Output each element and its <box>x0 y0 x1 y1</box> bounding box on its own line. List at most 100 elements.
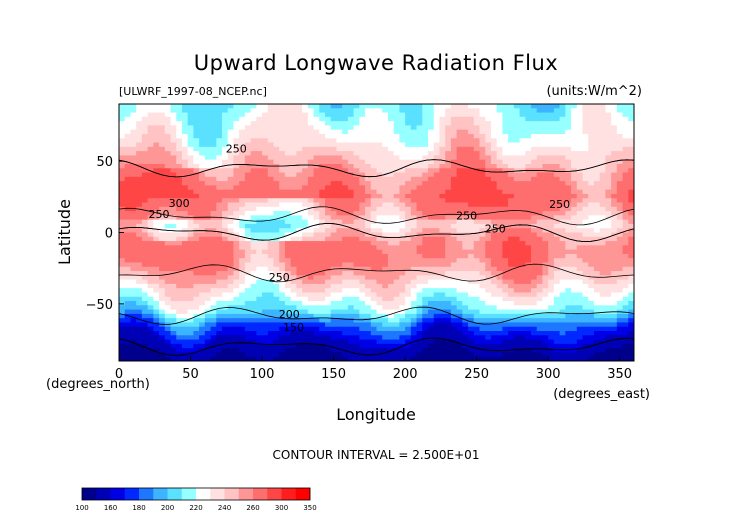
heatmap-cell <box>456 125 463 131</box>
heatmap-cell <box>405 181 412 186</box>
heatmap-cell <box>462 193 469 199</box>
heatmap-cell <box>439 104 446 109</box>
heatmap-cell <box>124 283 132 289</box>
heatmap-cell <box>479 151 486 156</box>
heatmap-cell <box>284 104 292 109</box>
heatmap-cell <box>548 155 555 161</box>
heatmap-cell <box>450 206 458 212</box>
heatmap-cell <box>422 305 429 311</box>
heatmap-cell <box>571 176 578 182</box>
heatmap-cell <box>359 108 366 114</box>
heatmap-cell <box>525 125 532 131</box>
heatmap-cell <box>119 198 126 204</box>
heatmap-cell <box>439 155 446 161</box>
heatmap-cell <box>210 271 217 276</box>
heatmap-cell <box>496 172 503 178</box>
heatmap-cell <box>565 292 572 298</box>
heatmap-cell <box>387 318 395 324</box>
heatmap-cell <box>204 198 212 204</box>
heatmap-cell <box>136 146 143 152</box>
heatmap-cell <box>405 292 412 298</box>
heatmap-cell <box>353 215 360 221</box>
heatmap-cell <box>485 253 492 259</box>
heatmap-cell <box>485 112 492 118</box>
heatmap-cell <box>124 108 132 114</box>
heatmap-cell <box>181 296 189 302</box>
heatmap-cell <box>204 125 212 131</box>
heatmap-cell <box>296 313 303 319</box>
heatmap-cell <box>164 258 172 264</box>
heatmap-cell <box>313 116 320 122</box>
heatmap-cell <box>302 253 309 259</box>
heatmap-cell <box>216 159 223 165</box>
heatmap-cell <box>313 151 320 156</box>
heatmap-cell <box>342 292 349 298</box>
heatmap-cell <box>336 283 343 289</box>
heatmap-cell <box>244 266 252 272</box>
heatmap-cell <box>199 313 206 319</box>
heatmap-cell <box>319 271 326 276</box>
heatmap-cell <box>571 198 578 204</box>
heatmap-cell <box>119 339 126 345</box>
heatmap-cell <box>193 198 200 204</box>
heatmap-cell <box>565 125 572 131</box>
heatmap-cell <box>199 125 206 131</box>
heatmap-cell <box>193 292 200 298</box>
heatmap-cell <box>204 168 212 174</box>
heatmap-cell <box>244 262 252 268</box>
heatmap-cell <box>622 275 629 281</box>
heatmap-cell <box>290 309 297 315</box>
heatmap-cell <box>553 108 561 114</box>
heatmap-cell <box>513 271 521 276</box>
heatmap-cell <box>485 168 492 174</box>
heatmap-cell <box>216 258 223 264</box>
heatmap-cell <box>119 292 126 298</box>
heatmap-cell <box>490 262 498 268</box>
heatmap-cell <box>628 305 634 311</box>
heatmap-cell <box>565 266 572 272</box>
heatmap-cell <box>611 245 618 251</box>
heatmap-cell <box>353 288 360 294</box>
heatmap-cell <box>204 322 212 328</box>
heatmap-cell <box>508 262 515 268</box>
heatmap-cell <box>365 198 372 204</box>
heatmap-cell <box>628 266 634 272</box>
heatmap-cell <box>227 176 235 182</box>
heatmap-cell <box>399 271 406 276</box>
heatmap-cell <box>542 228 549 234</box>
heatmap-cell <box>204 305 212 311</box>
heatmap-cell <box>325 211 332 216</box>
heatmap-cell <box>239 104 246 109</box>
heatmap-cell <box>582 163 589 169</box>
heatmap-cell <box>273 159 280 165</box>
heatmap-cell <box>616 258 624 264</box>
heatmap-cell <box>456 151 463 156</box>
heatmap-cell <box>273 249 280 255</box>
heatmap-cell <box>336 108 343 114</box>
heatmap-cell <box>284 163 292 169</box>
heatmap-cell <box>319 176 326 182</box>
heatmap-cell <box>588 125 595 131</box>
heatmap-cell <box>233 313 240 319</box>
heatmap-cell <box>553 292 561 298</box>
heatmap-cell <box>353 219 360 225</box>
heatmap-cell <box>605 181 612 186</box>
heatmap-cell <box>485 309 492 315</box>
heatmap-cell <box>450 155 458 161</box>
heatmap-cell <box>359 262 366 268</box>
heatmap-cell <box>605 211 612 216</box>
heatmap-cell <box>170 146 177 152</box>
heatmap-cell <box>616 232 624 238</box>
heatmap-cell <box>542 258 549 264</box>
heatmap-cell <box>410 331 418 336</box>
heatmap-cell <box>176 133 183 139</box>
heatmap-cell <box>273 168 280 174</box>
heatmap-cell <box>588 129 595 135</box>
heatmap-cell <box>330 288 338 294</box>
heatmap-cell <box>531 236 538 242</box>
heatmap-cell <box>239 181 246 186</box>
heatmap-cell <box>222 296 229 302</box>
heatmap-cell <box>456 215 463 221</box>
heatmap-cell <box>565 279 572 285</box>
heatmap-cell <box>548 172 555 178</box>
